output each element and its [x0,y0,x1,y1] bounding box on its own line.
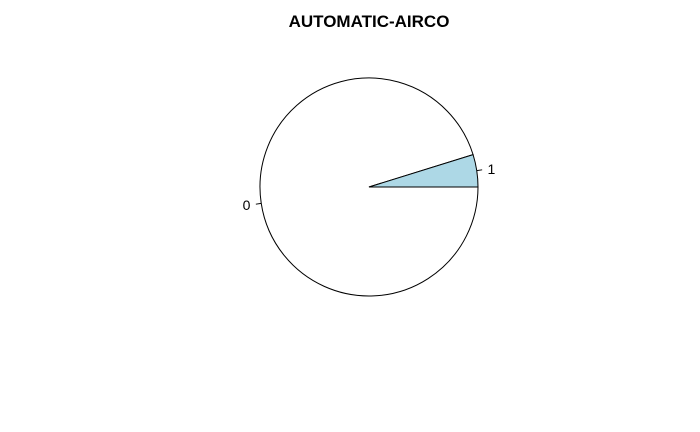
pie-label-1: 1 [488,161,496,177]
chart-title: AUTOMATIC-AIRCO [289,12,450,31]
pie-label-tick-0 [255,202,262,205]
pie-label-tick-1 [476,169,483,172]
pie-labels: 01 [243,161,496,213]
pie-label-0: 0 [243,197,251,213]
pie-slices [259,77,479,297]
